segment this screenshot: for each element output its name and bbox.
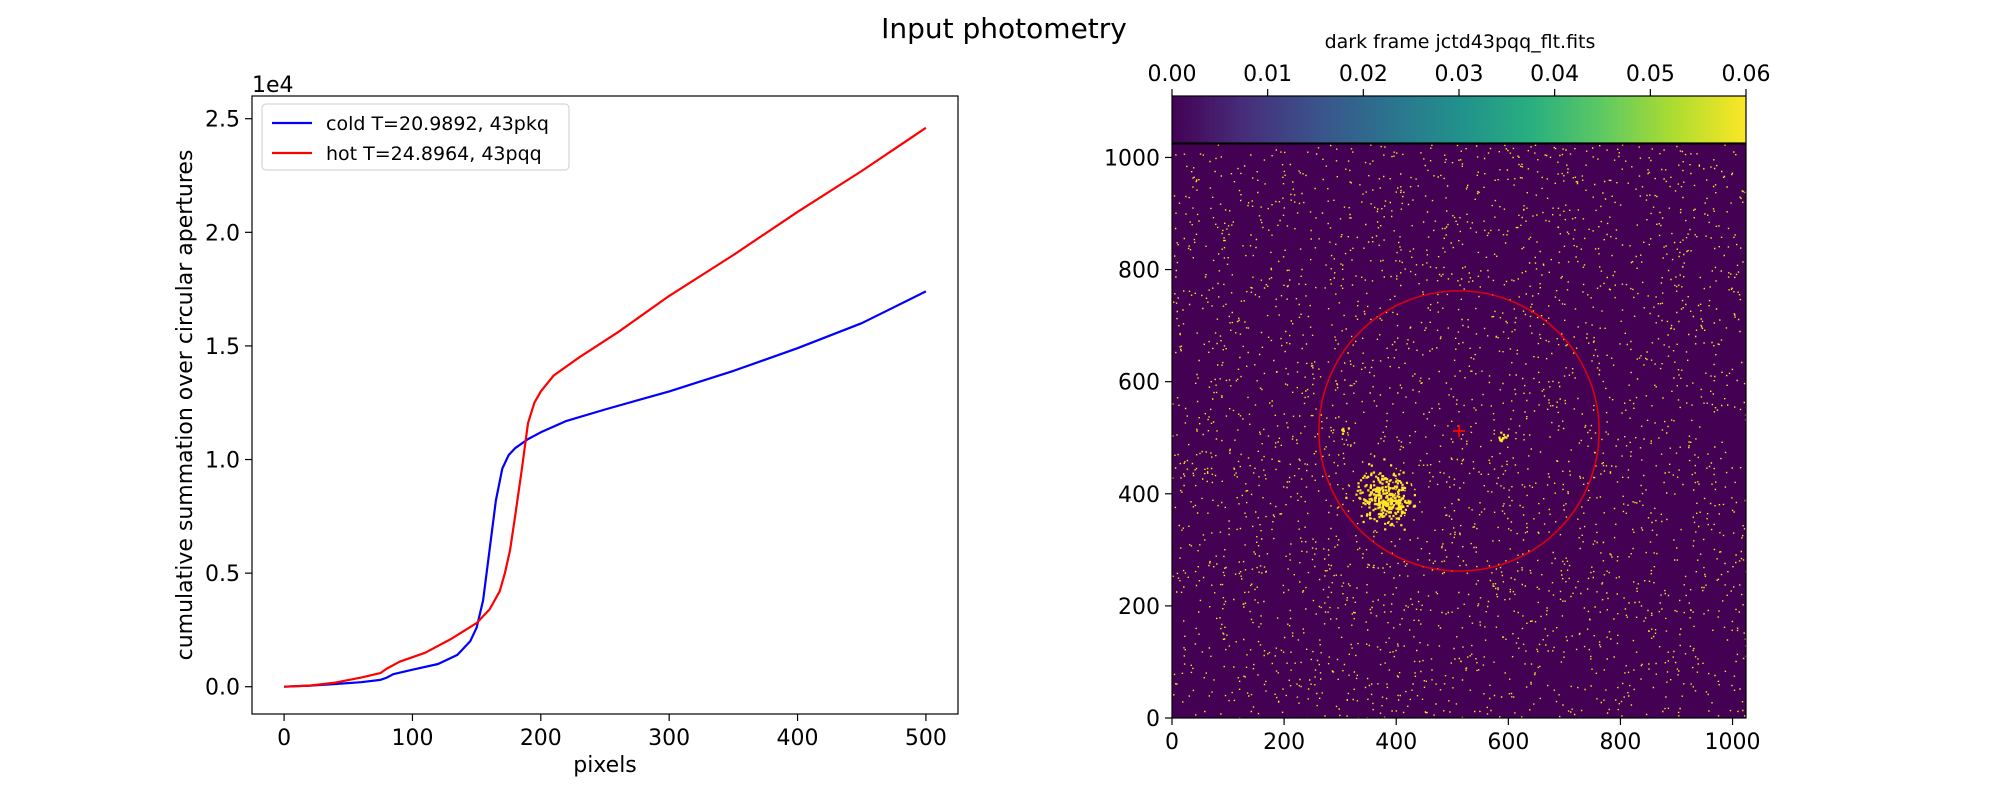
colorbar-tick-label: 0.06 (1722, 62, 1771, 87)
colorbar (1171, 95, 1747, 144)
image-x-tick-label: 600 (1487, 730, 1529, 755)
line-plot-frame (251, 95, 959, 715)
x-tick-label: 200 (520, 726, 562, 751)
image-y-tick-label: 200 (1118, 595, 1160, 620)
image-overlay (1318, 290, 1600, 572)
image-panel: dark frame jctd43pqq_flt.fits 0.00 0.01 0.… (1104, 31, 1770, 755)
image-y-tick-label: 1000 (1104, 146, 1160, 171)
line-x-axis: 0 100 200 300 400 500 (277, 714, 947, 751)
series-line-1 (284, 126, 927, 688)
line-y-axis: 0.0 0.5 1.0 1.5 2.0 2.5 (205, 108, 252, 701)
image-y-tick-label: 400 (1118, 483, 1160, 508)
colorbar-tick-label: 0.04 (1530, 62, 1579, 87)
y-offset-text: 1e4 (252, 73, 294, 98)
image-frame (1171, 143, 1747, 719)
legend: cold T=20.9892, 43pkq hot T=24.8964, 43p… (261, 103, 570, 171)
line-plot-background (252, 96, 958, 714)
line-x-axis-label: pixels (573, 753, 637, 778)
x-tick-label: 100 (391, 726, 433, 751)
image-speckles (1172, 144, 1746, 718)
line-y-axis-label: cumulative summation over circular apert… (173, 150, 198, 661)
y-tick-label: 1.5 (205, 335, 240, 360)
image-x-tick-label: 400 (1375, 730, 1417, 755)
image-x-tick-label: 200 (1263, 730, 1305, 755)
x-tick-label: 500 (905, 726, 947, 751)
colorbar-ticks: 0.00 0.01 0.02 0.03 0.04 0.05 0.06 (1148, 62, 1771, 96)
x-tick-label: 0 (277, 726, 291, 751)
image-x-tick-label: 800 (1599, 730, 1641, 755)
image-y-tick-label: 800 (1118, 259, 1160, 284)
image-y-tick-label: 600 (1118, 371, 1160, 396)
x-tick-label: 400 (777, 726, 819, 751)
image-x-tick-label: 1000 (1705, 730, 1761, 755)
legend-entry-cold: cold T=20.9892, 43pkq (326, 113, 549, 135)
image-y-axis: 0 200 400 600 800 1000 (1104, 146, 1172, 732)
colorbar-tick-label: 0.00 (1148, 62, 1197, 87)
center-marker (1453, 425, 1465, 437)
y-tick-label: 0.5 (205, 562, 240, 587)
colorbar-tick-label: 0.03 (1435, 62, 1484, 87)
line-chart: 0 100 200 300 400 500 0.00.51.01.52.02.5 1e4 … (173, 73, 959, 778)
series-line-0 (284, 290, 927, 688)
y-tick-label: 1.0 (205, 449, 240, 474)
image-title: dark frame jctd43pqq_flt.fits (1325, 31, 1596, 53)
figure-title: Input photometry (881, 12, 1127, 45)
colorbar-tick-label: 0.05 (1626, 62, 1675, 87)
y-tick-label: 0.0 (205, 676, 240, 701)
image-y-tick-label: 0 (1146, 707, 1160, 732)
aperture-circle (1318, 290, 1600, 572)
x-tick-label: 300 (648, 726, 690, 751)
image-x-tick-label: 0 (1165, 730, 1179, 755)
line-series-group (284, 126, 927, 688)
y-tick-label: 2.5 (205, 108, 240, 133)
legend-box (261, 103, 570, 171)
y-tick-label: 2.0 (205, 221, 240, 246)
legend-entry-hot: hot T=24.8964, 43pqq (326, 143, 542, 165)
hot-pixels (1172, 144, 1746, 718)
colorbar-tick-label: 0.02 (1339, 62, 1388, 87)
colorbar-tick-label: 0.01 (1243, 62, 1292, 87)
image-x-axis: 0 200 400 600 800 1000 (1165, 718, 1761, 755)
